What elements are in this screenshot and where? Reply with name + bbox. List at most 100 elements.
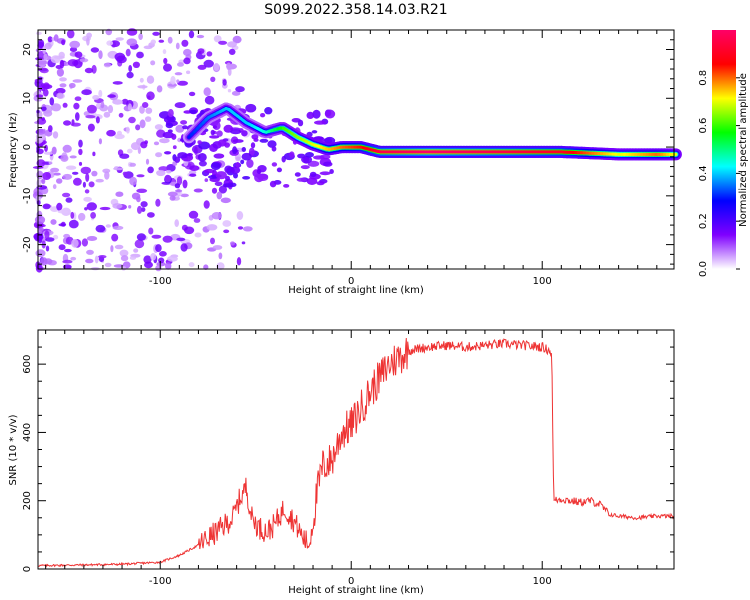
- noise-blob: [177, 80, 189, 86]
- noise-blob: [211, 187, 218, 194]
- noise-blob: [246, 159, 254, 168]
- noise-blob: [35, 94, 44, 98]
- noise-blob: [174, 156, 181, 163]
- spectrogram-frame: [37, 29, 675, 270]
- noise-blob: [145, 107, 153, 114]
- noise-blob: [297, 119, 304, 127]
- noise-blob: [148, 227, 154, 235]
- noise-blob: [51, 103, 62, 112]
- noise-blob: [83, 196, 92, 202]
- noise-blob: [147, 166, 154, 174]
- snr-x-ticks: -100 0 100: [45, 330, 658, 587]
- colorbar-tick-label: 0.4: [698, 165, 709, 181]
- noise-blob: [230, 129, 242, 135]
- noise-blob: [53, 34, 59, 42]
- noise-blob: [82, 181, 86, 188]
- noise-blob: [134, 239, 145, 249]
- noise-blob: [70, 211, 75, 219]
- snr-y-tick-label: 200: [22, 491, 33, 510]
- spectrogram-y-tick-label: 20: [22, 43, 33, 56]
- noise-blob: [167, 36, 173, 44]
- noise-blob: [138, 33, 143, 40]
- noise-blob: [203, 59, 214, 68]
- noise-blob: [128, 65, 133, 72]
- noise-blob: [324, 109, 336, 119]
- noise-blob: [204, 178, 209, 183]
- snr-y-tick-label: 400: [22, 423, 33, 442]
- noise-blob: [306, 177, 318, 185]
- noise-blob: [59, 59, 65, 69]
- snr-background: [38, 330, 674, 569]
- colorbar: 0.0 0.2 0.4 0.6 0.8 Normalized spectral ampl…: [698, 30, 749, 277]
- spectrogram-y-tick-label: -10: [22, 188, 33, 204]
- noise-blob: [216, 191, 223, 200]
- colorbar-tick-label: 0.2: [698, 213, 709, 229]
- noise-blob: [41, 117, 45, 121]
- noise-blob: [79, 58, 89, 63]
- noise-blob: [103, 111, 111, 118]
- noise-blob: [155, 198, 161, 207]
- noise-blob: [228, 48, 236, 56]
- noise-blob: [174, 219, 179, 228]
- noise-blob: [213, 153, 225, 159]
- noise-blob: [189, 165, 200, 172]
- noise-blob: [165, 262, 172, 270]
- noise-blob: [162, 49, 167, 55]
- noise-blob: [106, 129, 116, 137]
- noise-blob: [62, 102, 68, 108]
- noise-blob: [43, 89, 49, 97]
- noise-blob: [139, 119, 146, 129]
- snr-y-tick-label: 600: [22, 355, 33, 374]
- noise-blob: [222, 220, 232, 227]
- noise-blob: [230, 166, 241, 174]
- noise-blob: [164, 174, 171, 183]
- noise-blob: [232, 35, 242, 44]
- noise-blob: [271, 162, 278, 167]
- noise-blob: [92, 151, 96, 157]
- noise-blob: [235, 156, 241, 161]
- noise-blob: [155, 152, 163, 158]
- noise-blob: [105, 224, 111, 228]
- noise-blob: [112, 203, 123, 209]
- noise-blob: [56, 68, 64, 77]
- noise-blob: [242, 226, 253, 232]
- noise-blob: [84, 67, 94, 74]
- noise-blob: [309, 171, 317, 177]
- noise-blob: [43, 151, 54, 155]
- noise-blob: [188, 30, 195, 39]
- noise-blob: [129, 176, 138, 186]
- noise-blob: [212, 125, 217, 129]
- noise-blob: [241, 147, 246, 152]
- noise-blob: [37, 39, 45, 48]
- noise-blob: [36, 159, 46, 168]
- noise-blob: [294, 172, 301, 177]
- noise-blob: [112, 225, 124, 230]
- noise-blob: [106, 40, 114, 46]
- colorbar-tick-label: 0.8: [698, 70, 709, 86]
- noise-blob: [86, 249, 94, 255]
- noise-blob: [311, 130, 318, 134]
- noise-blob: [211, 212, 222, 220]
- noise-blob: [150, 253, 157, 261]
- noise-blob: [218, 252, 223, 260]
- noise-blob: [289, 151, 295, 158]
- noise-blob: [236, 211, 244, 220]
- noise-blob: [227, 41, 237, 48]
- spectrogram-ridge: [182, 102, 682, 161]
- noise-blob: [50, 219, 57, 225]
- noise-blob: [52, 184, 57, 190]
- noise-blob: [42, 203, 51, 210]
- noise-blob: [197, 48, 205, 54]
- noise-blob: [62, 144, 72, 153]
- noise-blob: [98, 138, 102, 145]
- noise-blob: [70, 256, 77, 261]
- noise-blob: [95, 224, 106, 233]
- noise-blob: [236, 257, 242, 266]
- noise-blob: [215, 171, 227, 180]
- noise-blob: [44, 144, 48, 152]
- noise-blob: [98, 255, 107, 259]
- noise-blob: [197, 140, 202, 145]
- noise-blob: [112, 81, 123, 85]
- noise-blob: [269, 180, 277, 188]
- noise-blob: [60, 154, 69, 162]
